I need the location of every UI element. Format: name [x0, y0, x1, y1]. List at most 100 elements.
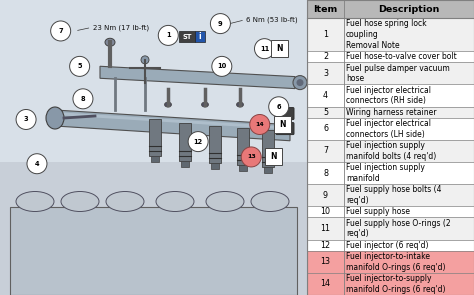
Text: N: N	[279, 120, 285, 129]
FancyBboxPatch shape	[276, 108, 294, 119]
Bar	[307, 118, 474, 140]
Circle shape	[241, 147, 261, 167]
Text: 13: 13	[247, 155, 255, 159]
Circle shape	[188, 132, 208, 152]
Bar	[211, 163, 219, 169]
Ellipse shape	[164, 102, 172, 107]
Ellipse shape	[297, 79, 303, 86]
Text: Fuel hose-to-valve cover bolt: Fuel hose-to-valve cover bolt	[346, 52, 456, 61]
Bar	[307, 206, 474, 217]
Text: Fuel hose spring lock
coupling
Removal Note: Fuel hose spring lock coupling Removal N…	[346, 19, 427, 50]
Bar	[307, 62, 474, 84]
Text: 13: 13	[320, 257, 330, 266]
Text: 10: 10	[320, 207, 330, 217]
Text: 6 Nm (53 lb-ft): 6 Nm (53 lb-ft)	[246, 17, 298, 23]
Bar	[307, 18, 474, 51]
Bar	[307, 240, 474, 251]
Bar	[179, 123, 191, 161]
Bar	[181, 161, 189, 167]
Text: 3: 3	[323, 69, 328, 78]
Ellipse shape	[251, 191, 289, 212]
Circle shape	[212, 56, 232, 76]
Polygon shape	[100, 66, 295, 88]
Bar	[307, 106, 474, 118]
Bar	[262, 130, 274, 167]
Ellipse shape	[206, 191, 244, 212]
Text: Item: Item	[313, 4, 337, 14]
Bar	[209, 126, 221, 163]
Text: Wiring harness retainer: Wiring harness retainer	[346, 108, 437, 117]
Text: Fuel pulse damper vacuum
hose: Fuel pulse damper vacuum hose	[346, 63, 450, 83]
Bar	[307, 51, 474, 62]
Circle shape	[255, 39, 274, 59]
Circle shape	[158, 25, 178, 45]
Text: 11: 11	[320, 224, 330, 233]
Bar	[307, 140, 474, 162]
FancyBboxPatch shape	[271, 40, 288, 57]
Bar	[307, 84, 474, 106]
Text: 12: 12	[193, 139, 203, 145]
Text: 11: 11	[260, 46, 269, 52]
Polygon shape	[55, 110, 290, 141]
Ellipse shape	[105, 38, 115, 46]
Text: Fuel supply hose bolts (4
req'd): Fuel supply hose bolts (4 req'd)	[346, 185, 441, 205]
Bar	[307, 0, 474, 295]
Text: Description: Description	[378, 4, 439, 14]
Text: 5: 5	[77, 63, 82, 69]
Text: ST: ST	[182, 34, 192, 40]
Bar	[239, 165, 247, 171]
Text: 4: 4	[323, 91, 328, 100]
Bar	[0, 0, 307, 295]
Text: Fuel injector electrical
connectors (LH side): Fuel injector electrical connectors (LH …	[346, 119, 431, 139]
Ellipse shape	[106, 191, 144, 212]
Circle shape	[51, 21, 71, 41]
Bar	[195, 32, 205, 42]
Circle shape	[73, 89, 93, 109]
Text: 8: 8	[81, 96, 85, 102]
Bar	[0, 162, 307, 295]
Circle shape	[70, 56, 90, 76]
Bar	[307, 251, 474, 273]
FancyBboxPatch shape	[276, 123, 294, 135]
Text: 7: 7	[323, 146, 328, 155]
Ellipse shape	[237, 102, 244, 107]
Text: Fuel injector-to-intake
manifold O-rings (6 req'd): Fuel injector-to-intake manifold O-rings…	[346, 252, 446, 272]
Bar	[237, 128, 249, 165]
Ellipse shape	[293, 76, 307, 90]
Text: Fuel injector-to-supply
manifold O-rings (6 req'd): Fuel injector-to-supply manifold O-rings…	[346, 274, 446, 294]
Text: 14: 14	[320, 279, 330, 289]
Text: 7: 7	[58, 28, 63, 34]
Text: Fuel injection supply
manifold bolts (4 req'd): Fuel injection supply manifold bolts (4 …	[346, 141, 436, 161]
Text: Fuel supply hose O-rings (2
req'd): Fuel supply hose O-rings (2 req'd)	[346, 219, 450, 238]
Bar	[307, 0, 474, 18]
Bar	[179, 32, 195, 42]
Text: 1: 1	[166, 32, 171, 38]
Text: 9: 9	[323, 191, 328, 200]
Text: Fuel injector (6 req'd): Fuel injector (6 req'd)	[346, 241, 428, 250]
Text: Fuel supply hose: Fuel supply hose	[346, 207, 410, 217]
Bar	[307, 217, 474, 240]
Ellipse shape	[61, 191, 99, 212]
Text: 1: 1	[323, 30, 328, 39]
Text: 8: 8	[323, 169, 328, 178]
Text: 10: 10	[217, 63, 227, 69]
Circle shape	[250, 114, 270, 135]
Text: 3: 3	[24, 117, 28, 122]
Bar	[264, 167, 272, 173]
Bar	[149, 119, 161, 156]
Text: Fuel injector electrical
connectors (RH side): Fuel injector electrical connectors (RH …	[346, 86, 431, 105]
Ellipse shape	[141, 56, 149, 64]
Circle shape	[16, 109, 36, 130]
Ellipse shape	[46, 107, 64, 129]
Text: 14: 14	[255, 122, 264, 127]
Bar	[151, 156, 159, 162]
Text: N: N	[270, 153, 277, 161]
Bar	[307, 273, 474, 295]
FancyBboxPatch shape	[273, 116, 291, 133]
Text: 5: 5	[323, 108, 328, 117]
Text: i: i	[199, 32, 201, 42]
Text: 2: 2	[323, 52, 328, 61]
Ellipse shape	[16, 191, 54, 212]
Polygon shape	[55, 112, 290, 130]
Circle shape	[27, 154, 47, 174]
